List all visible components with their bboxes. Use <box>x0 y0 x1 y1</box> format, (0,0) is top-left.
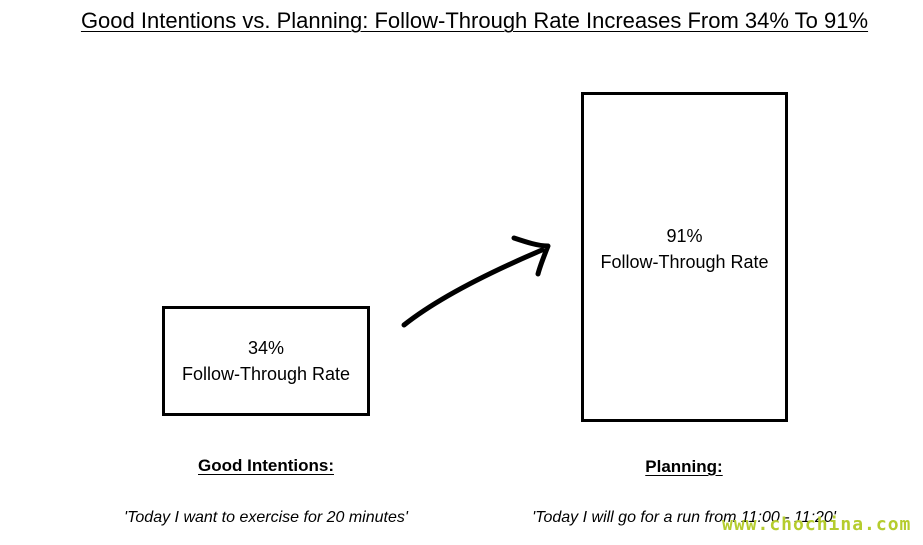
arrow-icon <box>401 235 551 328</box>
watermark: www.chochina.com <box>722 514 912 535</box>
arrow-head <box>511 235 551 277</box>
arrow-shaft <box>401 247 545 328</box>
chart-title: Good Intentions vs. Planning: Follow-Thr… <box>80 8 869 33</box>
bar-good-intentions: 34% Follow-Through Rate <box>162 306 370 416</box>
category-label-planning: Planning: <box>645 457 723 476</box>
category-label-good-intentions: Good Intentions: <box>198 456 334 475</box>
example-quote-planning: 'Today I will go for a run from 11:00 - … <box>532 509 836 526</box>
bar-metric-label: Follow-Through Rate <box>181 364 351 384</box>
bar-value-label: 91% <box>666 226 703 246</box>
bar-value-label: 34% <box>247 338 285 358</box>
bar-planning: 91% Follow-Through Rate <box>581 92 788 422</box>
bar-metric-label: Follow-Through Rate <box>600 252 769 272</box>
example-quote-good-intentions: 'Today I want to exercise for 20 minutes… <box>124 509 408 526</box>
